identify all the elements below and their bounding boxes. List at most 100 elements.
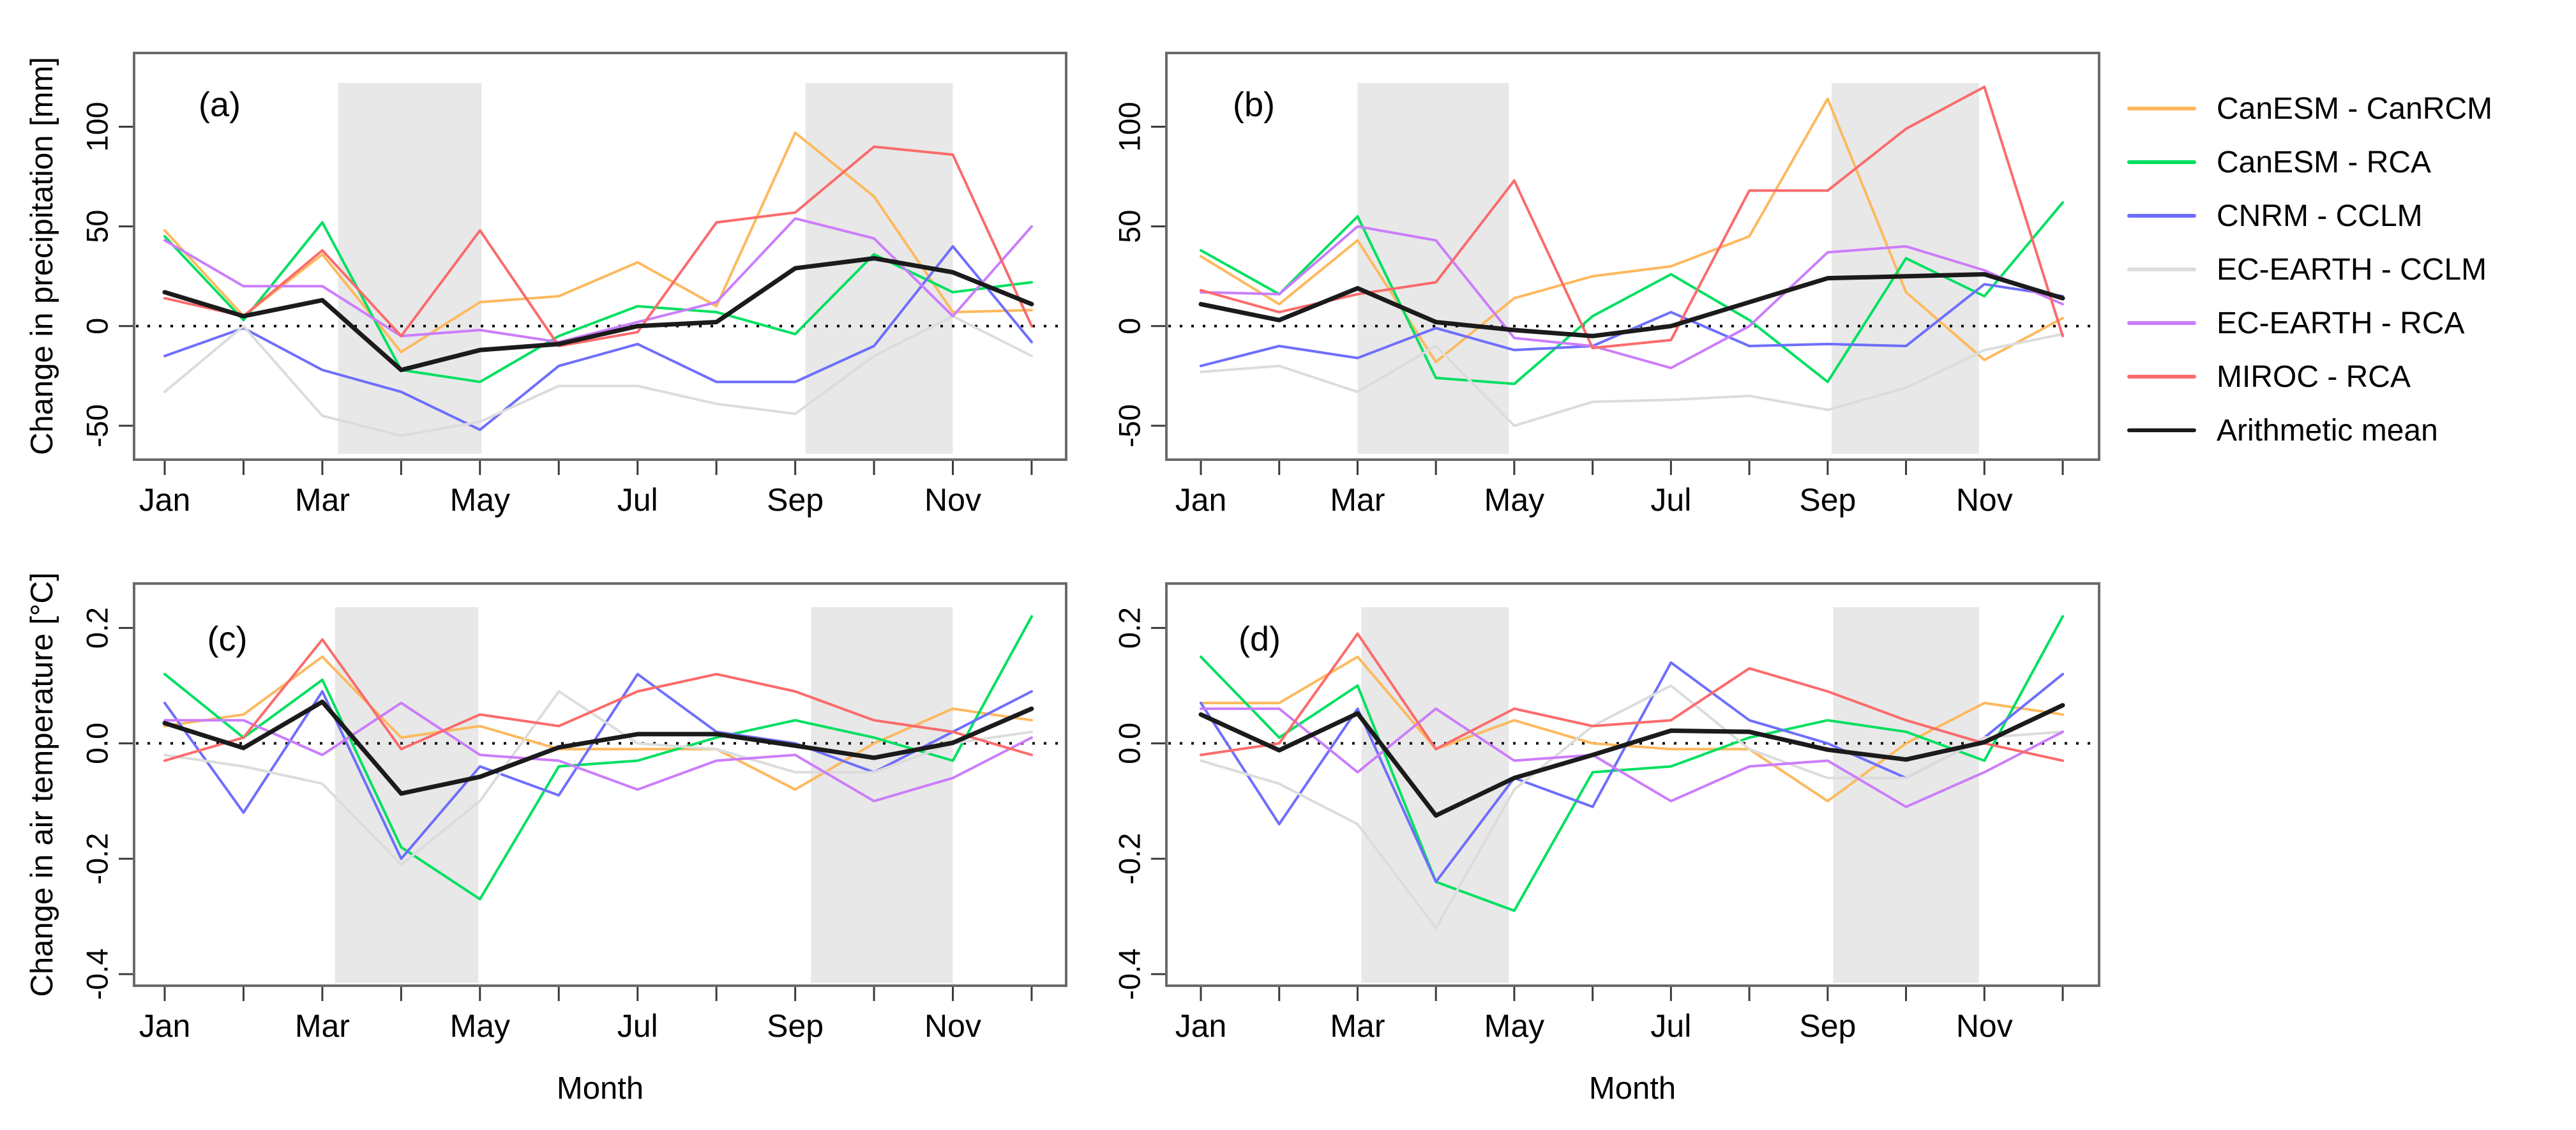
legend-line-swatch <box>2127 375 2196 379</box>
legend-line-swatch <box>2127 107 2196 110</box>
y-tick-label: -50 <box>80 404 114 448</box>
legend-item-arithmetic-mean: Arithmetic mean <box>2127 403 2492 457</box>
series-line-canesm-canrcm <box>163 655 1033 791</box>
legend-item-ec-earth-cclm: EC-EARTH - CCLM <box>2127 243 2492 296</box>
panel-d: Jan Mar May Jul Sep Nov 0.2 0.0 -0.2 -0.4 <box>1113 582 2100 1044</box>
panel-border <box>1165 52 2100 461</box>
x-tick-label: Mar <box>295 1008 350 1044</box>
panel-border <box>133 52 1067 461</box>
x-tick-label: Sep <box>1799 1008 1856 1044</box>
y-tick-label: 50 <box>80 210 114 243</box>
x-tick-label: Jan <box>139 482 191 518</box>
x-tick-label: May <box>450 482 510 518</box>
panel-border <box>1165 582 2100 987</box>
series-line-arithmetic-mean <box>1198 272 2065 338</box>
y-axis-title-temperature: Change in air temperature [°C] <box>25 572 59 997</box>
seasonal-highlight-band <box>811 607 953 983</box>
legend-item-cnrm-cclm: CNRM - CCLM <box>2127 189 2492 243</box>
x-tick-label: Nov <box>924 1008 981 1044</box>
legend: CanESM - CanRCM CanESM - RCA CNRM - CCLM EC… <box>2127 82 2492 457</box>
x-tick-label: Nov <box>1956 1008 2013 1044</box>
y-tick-label: -50 <box>1113 404 1147 448</box>
panel-label-d: (d) <box>1239 620 1281 658</box>
legend-label: EC-EARTH - RCA <box>2217 306 2465 340</box>
panel-c: Jan Mar May Jul Sep Nov 0.2 0.0 -0.2 -0.4 <box>80 582 1067 1044</box>
series-line-ec-earth-cclm <box>163 690 1033 866</box>
x-tick-label: Mar <box>295 482 350 518</box>
x-tick-label: Jan <box>1175 1008 1227 1044</box>
seasonal-highlight-band <box>1361 607 1509 983</box>
panel-label-a: (a) <box>199 86 241 124</box>
legend-line-swatch <box>2127 267 2196 271</box>
x-tick-label: Mar <box>1330 1008 1385 1044</box>
y-tick-label: 0.2 <box>80 607 114 649</box>
legend-label: Arithmetic mean <box>2217 413 2438 448</box>
series-line-canesm-rca <box>1200 201 2064 386</box>
x-tick-label: Jul <box>1650 482 1691 518</box>
x-tick-label: Sep <box>767 1008 824 1044</box>
series-line-miroc-rca <box>1200 86 2064 350</box>
x-tick-label: May <box>450 1008 510 1044</box>
panel-b: Jan Mar May Jul Sep Nov 100 50 0 -50 <box>1113 52 2100 518</box>
series-line-ec-earth-cclm <box>163 315 1033 437</box>
series-line-canesm-rca <box>1200 615 2064 912</box>
x-axis-title-month-left: Month <box>556 1071 644 1106</box>
legend-line-swatch <box>2127 321 2196 325</box>
x-tick-label: Jan <box>1175 482 1227 518</box>
legend-line-swatch <box>2127 428 2196 432</box>
y-axis-title-precipitation: Change in precipitation [mm] <box>25 57 59 455</box>
x-tick-label: Jul <box>617 482 658 518</box>
series-line-arithmetic-mean <box>162 699 1034 796</box>
legend-line-swatch <box>2127 160 2196 164</box>
x-tick-label: Mar <box>1330 482 1385 518</box>
y-tick-label: 50 <box>1113 210 1147 243</box>
legend-line-swatch <box>2127 214 2196 218</box>
y-tick-label: 0.0 <box>1113 723 1147 764</box>
panel-label-b: (b) <box>1233 86 1275 124</box>
y-tick-label: 0 <box>1113 318 1147 335</box>
x-tick-label: May <box>1484 1008 1544 1044</box>
series-line-miroc-rca <box>1200 632 2064 762</box>
legend-label: CanESM - RCA <box>2217 145 2432 179</box>
x-tick-label: Jul <box>617 1008 658 1044</box>
x-axis-title-month-right: Month <box>1588 1071 1676 1106</box>
series-line-cnrm-cclm <box>163 245 1033 432</box>
legend-item-ec-earth-rca: EC-EARTH - RCA <box>2127 296 2492 350</box>
seasonal-highlight-band <box>338 82 482 454</box>
y-tick-label: 100 <box>1113 102 1147 151</box>
legend-label: MIROC - RCA <box>2217 359 2411 394</box>
x-tick-label: Nov <box>924 482 981 518</box>
panel-a: Jan Mar May Jul Sep Nov 100 50 0 -50 <box>80 52 1067 518</box>
legend-label: EC-EARTH - CCLM <box>2217 252 2487 287</box>
y-tick-label: 0 <box>80 318 114 335</box>
legend-item-canesm-rca: CanESM - RCA <box>2127 135 2492 189</box>
series-line-ec-earth-rca <box>163 217 1033 343</box>
series-line-miroc-rca <box>163 145 1033 347</box>
x-tick-label: Sep <box>1799 482 1856 518</box>
y-tick-label: 0.0 <box>80 723 114 764</box>
legend-label: CanESM - CanRCM <box>2217 91 2493 126</box>
x-tick-label: May <box>1484 482 1544 518</box>
series-line-ec-earth-cclm <box>1200 333 2064 427</box>
y-tick-label: 0.2 <box>1113 607 1147 649</box>
series-line-canesm-rca <box>163 615 1033 901</box>
panel-border <box>133 582 1067 987</box>
series-line-miroc-rca <box>163 638 1033 762</box>
series-line-arithmetic-mean <box>1198 703 2065 818</box>
x-tick-label: Nov <box>1956 482 2013 518</box>
seasonal-highlight-band <box>1833 607 1979 983</box>
y-tick-label: -0.4 <box>80 948 114 1000</box>
series-line-ec-earth-rca <box>1200 707 2064 808</box>
legend-item-miroc-rca: MIROC - RCA <box>2127 350 2492 403</box>
series-line-canesm-canrcm <box>163 131 1033 354</box>
y-tick-label: -0.2 <box>1113 833 1147 885</box>
y-tick-label: -0.4 <box>1113 948 1147 1000</box>
panel-label-c: (c) <box>207 620 248 658</box>
series-line-ec-earth-rca <box>1200 225 2064 370</box>
legend-item-canesm-canrcm: CanESM - CanRCM <box>2127 82 2492 135</box>
x-tick-label: Jul <box>1650 1008 1691 1044</box>
legend-label: CNRM - CCLM <box>2217 199 2423 233</box>
y-tick-label: 100 <box>80 102 114 151</box>
